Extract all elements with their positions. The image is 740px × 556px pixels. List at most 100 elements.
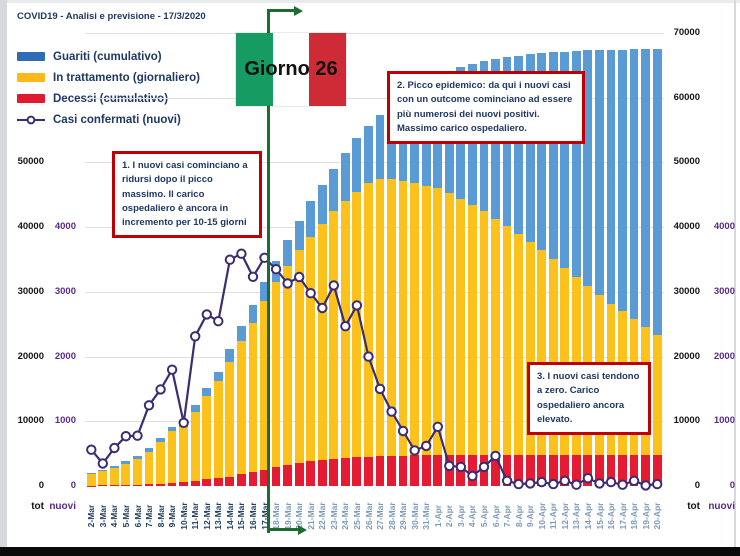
right-nuovi-tick-2000: 2000 <box>713 350 735 362</box>
bar-27-Mar <box>375 114 385 486</box>
right-nuovi-tick-0: 0 <box>729 480 735 491</box>
marker-6-Mar <box>132 430 143 441</box>
marker-2-Mar <box>86 444 97 455</box>
x-label-19-Apr: 19-Apr <box>640 502 651 530</box>
flag-white-panel <box>272 33 310 106</box>
left-nuovi-tick-2000: 2000 <box>54 350 76 362</box>
marker-12-Mar <box>201 309 213 320</box>
x-label-26-Mar: 26-Mar <box>363 502 374 530</box>
day-26-bottom-arrowhead-icon <box>298 524 307 535</box>
right-tot-tick-60000: 60000 <box>673 91 700 103</box>
x-label-15-Mar: 15-Mar <box>236 502 247 530</box>
x-label-18-Mar: 18-Mar <box>271 502 282 530</box>
x-label-13-Mar: 13-Mar <box>213 502 224 530</box>
x-label-10-Apr: 10-Apr <box>536 502 547 530</box>
flag-green-panel <box>236 33 273 106</box>
x-label-30-Mar: 30-Mar <box>409 502 420 530</box>
bar-3-Mar <box>98 469 108 486</box>
left-tot-axis-name: tot <box>31 501 44 512</box>
x-label-20-Apr: 20-Apr <box>652 502 663 530</box>
bar-16-Mar <box>248 304 258 486</box>
x-label-16-Apr: 16-Apr <box>606 502 616 530</box>
right-tot-tick-70000: 70000 <box>673 27 700 38</box>
x-label-23-Mar: 23-Mar <box>328 502 339 530</box>
right-nuovi-tick-3000: 3000 <box>713 285 735 297</box>
x-label-8-Mar: 8-Mar <box>155 504 166 528</box>
day-26-top-arrow <box>268 9 294 12</box>
x-label-15-Apr: 15-Apr <box>594 502 605 530</box>
top-edge-divider <box>0 0 740 3</box>
x-label-9-Apr: 9-Apr <box>525 504 536 528</box>
decessi-swatch-icon <box>17 94 45 103</box>
annotation-3: 3. I nuovi casi tendono a zero. Carico o… <box>527 362 651 435</box>
left-nuovi-tick-1000: 1000 <box>54 415 76 427</box>
bar-5-Mar <box>121 461 131 486</box>
x-label-5-Apr: 5-Apr <box>479 504 489 528</box>
right-tot-tick-0: 0 <box>694 480 700 491</box>
right-nuovi-tick-1000: 1000 <box>713 415 735 427</box>
bar-4-Mar <box>109 466 119 486</box>
trattamento-swatch-icon <box>17 73 45 82</box>
x-label-16-Mar: 16-Mar <box>248 502 258 530</box>
italy-flag: Giorno 26 <box>236 33 347 106</box>
marker-7-Mar <box>143 400 155 411</box>
x-label-10-Mar: 10-Mar <box>178 502 189 530</box>
x-label-4-Mar: 4-Mar <box>109 504 120 528</box>
legend-label-guariti: Guariti (cumulativo) <box>53 50 162 63</box>
bar-14-Mar <box>225 349 235 486</box>
x-label-28-Mar: 28-Mar <box>386 502 397 530</box>
annotation-1: 1. I nuovi casi cominciano a ridursi dop… <box>112 151 262 239</box>
right-tot-tick-40000: 40000 <box>673 221 700 233</box>
x-label-2-Mar: 2-Mar <box>86 504 97 528</box>
bar-15-Mar <box>236 325 246 486</box>
right-tot-tick-50000: 50000 <box>673 156 700 168</box>
annotation-2: 2. Picco epidemico: da qui i nuovi casi … <box>387 71 585 144</box>
marker-13-Mar <box>213 316 224 327</box>
bottom-letterbox-bar <box>0 547 740 556</box>
gridline-60000 <box>84 97 664 99</box>
bar-29-Mar <box>398 96 408 486</box>
marker-16-Mar <box>247 271 259 282</box>
bar-23-Mar <box>329 168 339 486</box>
x-label-29-Mar: 29-Mar <box>398 502 409 530</box>
day-26-vertical-line <box>267 9 270 533</box>
left-edge-divider <box>0 0 7 547</box>
x-label-7-Mar: 7-Mar <box>144 504 154 528</box>
left-tot-tick-0: 0 <box>38 480 44 491</box>
x-label-22-Mar: 22-Mar <box>317 502 328 530</box>
legend: Guariti (cumulativo) In trattamento (gio… <box>17 46 200 130</box>
x-label-7-Apr: 7-Apr <box>502 504 513 528</box>
legend-label-trattamento: In trattamento (giornaliero) <box>53 71 200 84</box>
bar-2-Mar <box>86 472 96 486</box>
chart-title: COVID19 - Analisi e previsione - 17/3/20… <box>17 11 206 22</box>
bar-30-Mar <box>410 88 420 486</box>
legend-item-trattamento: In trattamento (giornaliero) <box>17 67 200 88</box>
gridline-40000 <box>84 227 664 229</box>
x-label-13-Apr: 13-Apr <box>571 502 582 530</box>
right-nuovi-tick-4000: 4000 <box>713 221 735 233</box>
legend-item-nuovi: Casi confermati (nuovi) <box>17 109 200 130</box>
gridline-70000 <box>84 33 664 34</box>
bar-20-Mar <box>294 220 304 486</box>
day-26-bottom-arrow <box>268 528 298 531</box>
x-label-8-Apr: 8-Apr <box>513 504 524 528</box>
day-26-top-arrowhead-icon <box>294 5 303 16</box>
marker-15-Mar <box>236 248 247 259</box>
bar-20-Apr <box>652 48 662 486</box>
x-label-12-Mar: 12-Mar <box>201 502 212 530</box>
x-label-19-Mar: 19-Mar <box>282 502 293 530</box>
left-nuovi-tick-0: 0 <box>70 480 76 491</box>
left-nuovi-tick-3000: 3000 <box>54 285 76 297</box>
left-tot-tick-50000: 50000 <box>17 156 44 168</box>
bar-10-Mar <box>179 420 189 486</box>
legend-item-guariti: Guariti (cumulativo) <box>17 46 200 67</box>
x-label-12-Apr: 12-Apr <box>559 502 570 530</box>
left-tot-tick-20000: 20000 <box>17 350 44 362</box>
x-label-6-Apr: 6-Apr <box>490 504 501 528</box>
day-26-label: Giorno 26 <box>244 58 338 80</box>
x-label-3-Apr: 3-Apr <box>455 504 466 528</box>
bar-21-Mar <box>306 201 316 486</box>
bar-6-Mar <box>133 456 142 486</box>
left-nuovi-tick-4000: 4000 <box>54 221 76 233</box>
marker-4-Mar <box>109 442 120 454</box>
